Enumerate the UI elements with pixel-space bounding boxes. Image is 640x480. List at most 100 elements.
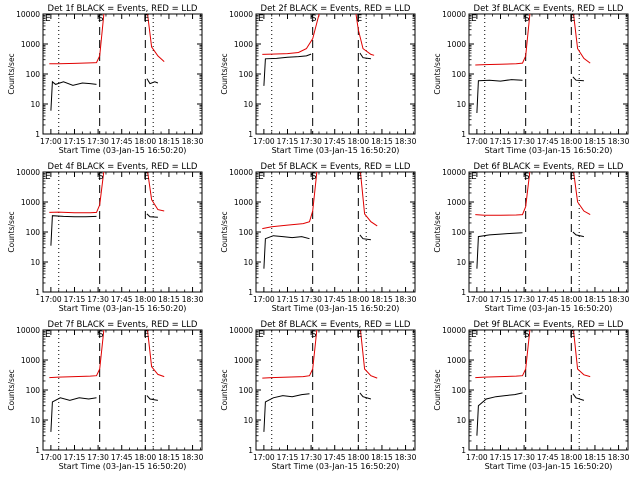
chart-title: Det 6f BLACK = Events, RED = LLD <box>474 162 624 172</box>
y-tick-label: 100 <box>239 386 254 395</box>
chart-panel-9: Det 9f BLACK = Events, RED = LLD 1 10 100 10… <box>433 320 630 471</box>
x-tick-label: 18:15 <box>371 453 393 462</box>
y-tick-label: 1000 <box>234 198 253 207</box>
end-marker-label: E <box>258 330 264 340</box>
x-tick-label: 18:15 <box>584 137 606 146</box>
events-rate-line <box>50 397 97 432</box>
end-marker-label: E <box>569 330 575 340</box>
y-tick-label: 10000 <box>16 168 40 177</box>
y-tick-label: 1 <box>35 446 40 455</box>
lld-rate-line <box>359 330 378 379</box>
lld-rate-line <box>262 14 320 55</box>
x-tick-label: 18:15 <box>371 295 393 304</box>
chart-panel-4: Det 4f BLACK = Events, RED = LLD 1 10 100 10… <box>7 162 204 313</box>
events-rate-line <box>476 392 523 436</box>
y-tick-label: 10000 <box>229 326 253 335</box>
x-tick-label: 17:30 <box>300 453 322 462</box>
y-tick-label: 10000 <box>442 10 466 19</box>
x-tick-label: 17:30 <box>300 295 322 304</box>
y-tick-label: 100 <box>452 228 467 237</box>
y-tick-label: 10 <box>456 416 466 425</box>
x-tick-label: 17:45 <box>537 295 559 304</box>
chart-title: Det 4f BLACK = Events, RED = LLD <box>48 162 198 172</box>
y-tick-label: 100 <box>26 228 41 237</box>
end-marker-label: E <box>471 14 477 24</box>
y-axis-label: Counts/sec <box>7 53 16 94</box>
chart-panel-8: Det 8f BLACK = Events, RED = LLD 1 10 100 10… <box>220 320 417 471</box>
y-axis-label: Counts/sec <box>433 53 442 94</box>
y-tick-label: 1 <box>248 446 253 455</box>
chart-title: Det 7f BLACK = Events, RED = LLD <box>48 320 198 330</box>
events-rate-line <box>359 52 371 60</box>
x-tick-label: 17:30 <box>513 137 535 146</box>
x-axis-label: Start Time (03-Jan-15 16:50:20) <box>272 462 400 471</box>
x-tick-label: 17:15 <box>490 453 512 462</box>
x-tick-label: 17:45 <box>537 453 559 462</box>
lld-rate-line <box>147 172 165 212</box>
y-tick-label: 1 <box>461 446 466 455</box>
x-tick-label: 17:45 <box>324 137 346 146</box>
end-marker-label: E <box>258 14 264 24</box>
x-axis-label: Start Time (03-Jan-15 16:50:20) <box>485 146 613 155</box>
x-tick-label: 17:30 <box>87 137 109 146</box>
x-tick-label: 17:15 <box>490 295 512 304</box>
lld-rate-line <box>49 14 105 65</box>
y-tick-label: 1 <box>461 288 466 297</box>
plot-frame <box>42 329 203 451</box>
end-marker-label: E <box>45 14 51 24</box>
lld-rate-line <box>573 172 591 216</box>
y-axis-label: Counts/sec <box>220 211 229 252</box>
x-tick-label: 18:15 <box>158 137 180 146</box>
y-tick-label: 1000 <box>21 198 40 207</box>
end-marker-label: E <box>258 172 264 182</box>
plot-frame <box>255 171 416 293</box>
x-tick-label: 17:00 <box>253 295 275 304</box>
series-group <box>475 172 591 269</box>
y-axis-label: Counts/sec <box>7 369 16 410</box>
lld-rate-line <box>146 330 165 378</box>
plot-frame <box>42 13 203 135</box>
x-tick-label: 18:00 <box>348 137 370 146</box>
y-axis-label: Counts/sec <box>433 369 442 410</box>
y-tick-label: 10000 <box>16 326 40 335</box>
lld-rate-line <box>262 172 318 230</box>
series-group <box>49 330 165 432</box>
start-marker-label: S <box>524 172 530 182</box>
x-tick-label: 18:00 <box>561 453 583 462</box>
plot-frame <box>468 13 629 135</box>
x-tick-label: 18:15 <box>371 137 393 146</box>
end-marker-label: E <box>143 172 149 182</box>
x-tick-label: 17:15 <box>64 453 86 462</box>
x-tick-label: 18:30 <box>182 453 204 462</box>
chart-title: Det 1f BLACK = Events, RED = LLD <box>48 4 198 14</box>
events-rate-line <box>50 215 97 246</box>
lld-rate-line <box>475 172 531 216</box>
x-tick-label: 17:45 <box>324 295 346 304</box>
x-tick-label: 18:30 <box>395 453 417 462</box>
end-marker-label: E <box>569 172 575 182</box>
y-axis-label: Counts/sec <box>7 211 16 252</box>
chart-title: Det 2f BLACK = Events, RED = LLD <box>261 4 411 14</box>
y-tick-label: 10 <box>30 100 40 109</box>
x-tick-label: 17:30 <box>87 453 109 462</box>
chart-title: Det 3f BLACK = Events, RED = LLD <box>474 4 624 14</box>
events-rate-line <box>572 76 584 82</box>
end-marker-label: E <box>569 14 575 24</box>
x-tick-label: 17:30 <box>513 295 535 304</box>
x-tick-label: 17:00 <box>40 137 62 146</box>
y-axis-label: Counts/sec <box>433 211 442 252</box>
chart-panel-1: Det 1f BLACK = Events, RED = LLD 1 10 100 10… <box>7 4 204 155</box>
series-group <box>262 14 375 86</box>
x-tick-label: 17:45 <box>537 137 559 146</box>
lld-rate-line <box>49 330 105 379</box>
y-tick-label: 10000 <box>442 326 466 335</box>
series-group <box>262 172 378 269</box>
y-tick-label: 100 <box>452 386 467 395</box>
x-tick-label: 17:30 <box>300 137 322 146</box>
start-marker-label: S <box>524 330 530 340</box>
y-tick-label: 1 <box>35 130 40 139</box>
x-tick-label: 17:45 <box>111 453 133 462</box>
y-tick-label: 100 <box>26 70 41 79</box>
series-group <box>49 172 165 246</box>
